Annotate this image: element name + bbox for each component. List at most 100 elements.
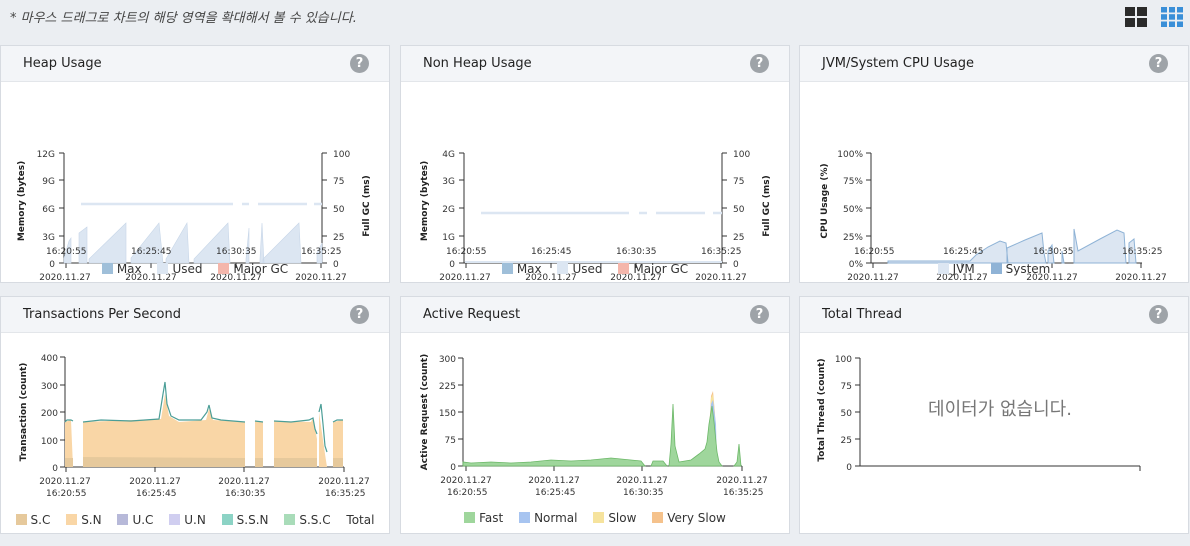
total-thread-chart-svg: Total Thread (count) 100 75 50 25 0 데이터가…: [817, 355, 1141, 473]
legend: Max Used Major GC: [1, 262, 389, 276]
x-tick-time: 16:20:55: [446, 247, 487, 257]
y-tick-label: 100: [835, 355, 852, 365]
y-tick-label: 300: [41, 382, 58, 392]
layout-3x3-icon[interactable]: [1161, 7, 1183, 27]
panel-active-request: Active Request ? Active Request (count) …: [400, 296, 790, 534]
panel-header: Total Thread ?: [800, 297, 1188, 333]
legend-item-major-gc[interactable]: Major GC: [218, 262, 288, 276]
y-tick-label: 75: [841, 382, 852, 392]
panel-title: Heap Usage: [23, 56, 102, 71]
x-tick-date: 2020.11.27: [39, 273, 91, 282]
legend-item-used[interactable]: Used: [557, 262, 603, 276]
active-request-chart[interactable]: Active Request (count) 300 225 150 75 0: [401, 334, 789, 533]
y-tick-label: 0: [449, 260, 455, 270]
x-tick-time-row: 16:20:55 16:25:45 16:30:35 16:35:25: [1, 489, 389, 501]
legend-item-ssc[interactable]: S.S.C: [284, 513, 331, 527]
cpu-chart[interactable]: CPU Usage (%) 100% 75% 50% 25% 0% 2020.1…: [800, 83, 1188, 282]
legend-item-very-slow[interactable]: Very Slow: [652, 511, 726, 525]
x-tick-date: 2020.11.27: [125, 273, 177, 282]
y2-tick-label: 100: [733, 150, 750, 160]
legend-item-total[interactable]: Total: [346, 513, 375, 527]
y-ticks: 400 300 200 100 0: [41, 354, 58, 474]
legend-item-sc[interactable]: S.C: [15, 513, 50, 527]
x-tick-time: 16:35:25: [723, 488, 764, 498]
legend-item-used[interactable]: Used: [157, 262, 203, 276]
y2-tick-label: 100: [333, 150, 350, 160]
y-tick-label: 3G: [442, 177, 455, 187]
x-tick-time: 16:30:35: [623, 488, 664, 498]
tps-chart-svg: Transaction (count) 400 300 200 100 0: [19, 354, 370, 487]
used-area-series: [63, 221, 323, 264]
y2-tick-label: 0: [333, 260, 339, 270]
x-tick-time: 16:25:45: [136, 489, 177, 499]
y-tick-label: 50%: [843, 205, 863, 215]
panel-title: Non Heap Usage: [423, 56, 532, 71]
help-icon[interactable]: ?: [750, 54, 769, 73]
y-tick-label: 0%: [849, 260, 864, 270]
x-tick-date: 2020.11.27: [695, 273, 747, 282]
total-line-series: [64, 381, 343, 453]
legend-item-major-gc[interactable]: Major GC: [618, 262, 688, 276]
active-request-chart-svg: Active Request (count) 300 225 150 75 0: [420, 354, 768, 486]
legend-item-normal[interactable]: Normal: [519, 511, 577, 525]
y2-tick-label: 75: [733, 177, 744, 187]
legend-item-slow[interactable]: Slow: [593, 511, 636, 525]
non-heap-chart[interactable]: Memory (bytes) Full GC (ms) 4G 3G 2G 1G …: [401, 83, 789, 282]
panel-heap-usage: Heap Usage ? Memory (bytes) Full GC (ms)…: [0, 45, 390, 283]
y-tick-label: 6G: [42, 205, 55, 215]
heap-chart[interactable]: Memory (bytes) Full GC (ms) 12G 9G 6G 3G…: [1, 83, 389, 282]
x-tick-date: 2020.11.27: [439, 273, 491, 282]
panel-header: Active Request ?: [401, 297, 789, 333]
panel-header: Transactions Per Second ?: [1, 297, 389, 333]
x-tick-time: 16:20:55: [46, 489, 87, 499]
legend-item-max[interactable]: Max: [501, 262, 542, 276]
legend-item-jvm[interactable]: JVM: [937, 262, 975, 276]
x-tick-time: 16:35:25: [301, 247, 342, 257]
y-tick-label: 25: [841, 436, 852, 446]
x-tick-time-row: 16:20:55 16:25:45 16:30:35 16:35:25: [401, 488, 789, 500]
x-tick-time: 16:25:45: [535, 488, 576, 498]
legend-item-sn[interactable]: S.N: [66, 513, 102, 527]
layout-2x2-icon[interactable]: [1125, 7, 1147, 27]
total-line: [64, 419, 74, 423]
used-area: [465, 261, 722, 263]
help-icon[interactable]: ?: [1149, 305, 1168, 324]
panel-total-thread: Total Thread ? Total Thread (count) 100 …: [799, 296, 1189, 534]
x-tick-date: 2020.11.27: [295, 273, 347, 282]
total-line: [318, 403, 328, 453]
legend-item-system[interactable]: System: [990, 262, 1050, 276]
y-tick-label: 4G: [442, 150, 455, 160]
x-tick-time: 16:30:35: [225, 489, 266, 499]
total-line: [273, 417, 318, 435]
x-tick-time: 16:35:25: [701, 247, 742, 257]
y-tick-label: 100: [41, 437, 58, 447]
x-tick-date: 2020.11.27: [528, 476, 580, 486]
y-tick-label: 12G: [37, 150, 55, 160]
tps-chart[interactable]: Transaction (count) 400 300 200 100 0: [1, 334, 389, 533]
help-icon[interactable]: ?: [350, 305, 369, 324]
legend-item-un[interactable]: U.N: [169, 513, 206, 527]
fast-area: [462, 403, 742, 467]
panel-header: Heap Usage ?: [1, 46, 389, 82]
help-icon[interactable]: ?: [1149, 54, 1168, 73]
no-data-message: 데이터가 없습니다.: [928, 399, 1072, 420]
legend: JVM System: [800, 262, 1188, 276]
legend: Max Used Major GC: [401, 262, 789, 276]
legend-item-uc[interactable]: U.C: [117, 513, 153, 527]
x-tick-date: 2020.11.27: [616, 476, 668, 486]
y-tick-label: 150: [439, 409, 456, 419]
y-tick-label: 225: [439, 382, 456, 392]
panel-title: Active Request: [423, 307, 521, 322]
y-tick-label: 300: [439, 355, 456, 365]
zoom-hint: * 마우스 드래그로 차트의 해당 영역을 확대해서 볼 수 있습니다.: [10, 11, 357, 26]
help-icon[interactable]: ?: [750, 305, 769, 324]
y2-tick-label: 50: [333, 205, 345, 215]
y-tick-label: 100%: [837, 150, 863, 160]
y-ticks: 4G 3G 2G 1G 0: [442, 150, 455, 270]
legend-item-fast[interactable]: Fast: [464, 511, 503, 525]
cpu-chart-svg: CPU Usage (%) 100% 75% 50% 25% 0% 2020.1…: [820, 150, 1167, 282]
total-thread-chart[interactable]: Total Thread (count) 100 75 50 25 0 데이터가…: [800, 334, 1188, 533]
help-icon[interactable]: ?: [350, 54, 369, 73]
legend-item-max[interactable]: Max: [101, 262, 142, 276]
legend-item-ssn[interactable]: S.S.N: [221, 513, 269, 527]
